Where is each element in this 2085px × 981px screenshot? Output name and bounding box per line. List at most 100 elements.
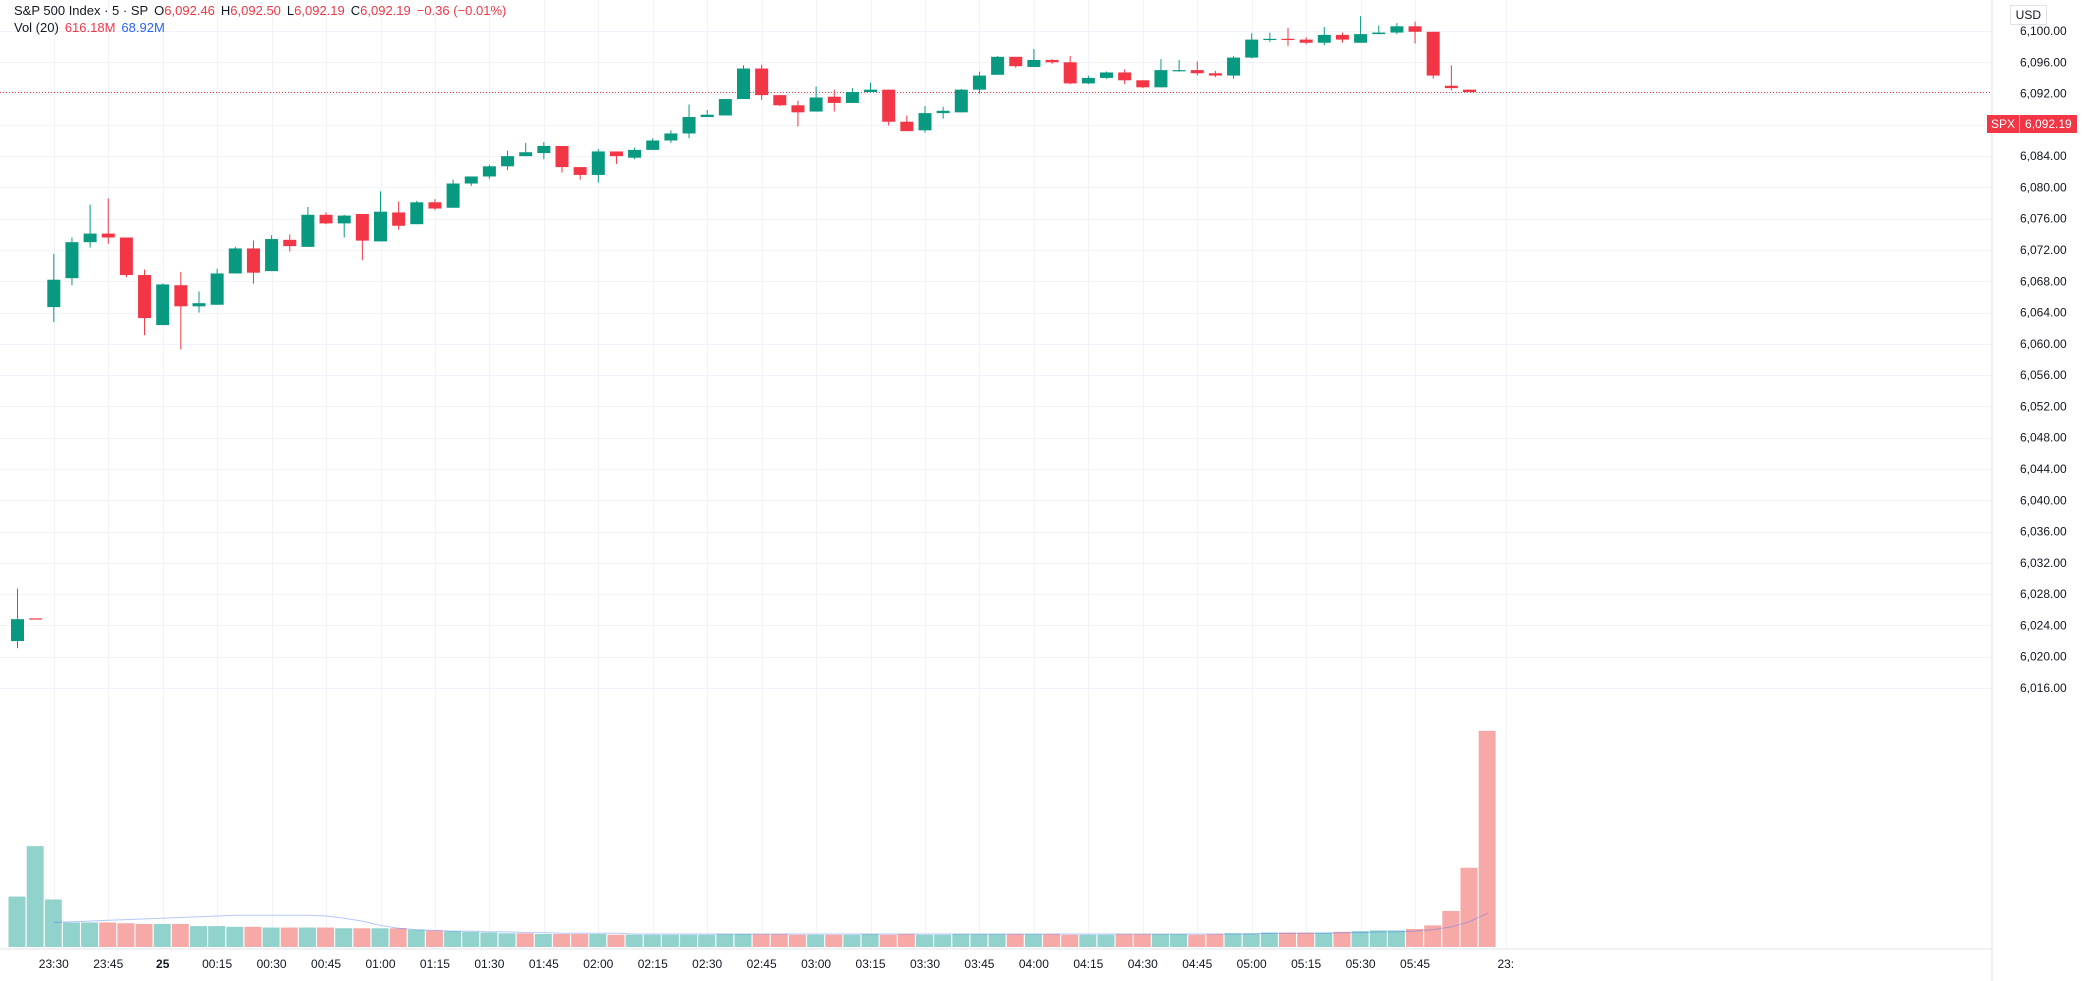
candle xyxy=(1208,70,1222,78)
candle-body xyxy=(809,97,823,112)
candle-body xyxy=(101,233,115,238)
time-tick-label: 03:00 xyxy=(801,957,831,971)
symbol-title[interactable]: S&P 500 Index · 5 · SP xyxy=(14,3,149,18)
volume-bar xyxy=(353,928,371,947)
volume-bar xyxy=(262,927,280,947)
time-tick-label: 04:15 xyxy=(1073,957,1103,971)
volume-value: 616.18M xyxy=(64,20,116,35)
candle xyxy=(138,269,152,336)
price-tick-label: 6,068.00 xyxy=(2020,274,2067,288)
time-tick-label: 02:00 xyxy=(583,957,613,971)
time-tick-label: 04:00 xyxy=(1019,957,1049,971)
candle xyxy=(700,109,714,118)
time-axis-labels: 23:30 23:45 25 00:15 00:30 00:45 01:00 01:15 01:… xyxy=(39,957,1514,971)
volume-bar xyxy=(407,929,425,947)
open-value: 6,092.46 xyxy=(164,3,215,18)
volume-bar xyxy=(1115,934,1133,947)
volume-bar xyxy=(734,934,752,947)
candle-body xyxy=(827,96,841,103)
volume-bar xyxy=(371,928,389,947)
volume-bar xyxy=(135,923,153,947)
candle-body xyxy=(428,202,442,209)
candle xyxy=(827,89,841,112)
candle xyxy=(1372,25,1386,35)
volume-label[interactable]: Vol (20) xyxy=(14,20,59,35)
time-tick-label: 02:45 xyxy=(747,957,777,971)
price-tick-label: 6,052.00 xyxy=(2020,399,2067,413)
candle xyxy=(1190,61,1204,76)
candle-body xyxy=(773,95,787,106)
price-tick-label: 6,048.00 xyxy=(2020,431,2067,445)
candle-body xyxy=(29,618,43,620)
volume-bar xyxy=(171,923,189,947)
time-tick-label: 01:15 xyxy=(420,957,450,971)
time-tick-label: 03:15 xyxy=(856,957,886,971)
volume-bar xyxy=(1297,932,1315,947)
candle xyxy=(265,235,279,272)
volume-bar xyxy=(1097,934,1115,947)
time-tick-label: 05:30 xyxy=(1346,957,1376,971)
volume-bar xyxy=(1369,930,1387,947)
candle-body xyxy=(138,275,152,319)
volume-bar xyxy=(1387,930,1405,947)
low-value: 6,092.19 xyxy=(294,3,345,18)
volume-bar xyxy=(970,934,988,947)
candle xyxy=(682,104,696,139)
candle xyxy=(301,206,315,247)
price-tick-label: 6,040.00 xyxy=(2020,493,2067,507)
candle-body xyxy=(972,75,986,90)
volume-bar xyxy=(843,934,861,947)
candle xyxy=(119,237,133,278)
candle-body xyxy=(83,233,97,243)
candle xyxy=(664,130,678,143)
volume-bar xyxy=(226,926,244,947)
volume-bar xyxy=(589,934,607,947)
candle xyxy=(1063,56,1077,85)
candle-body xyxy=(845,92,859,103)
candle xyxy=(11,588,24,649)
volume-bar xyxy=(934,934,952,947)
candle xyxy=(1245,33,1259,59)
candle xyxy=(1299,37,1313,45)
high-value: 6,092.50 xyxy=(230,3,281,18)
candle xyxy=(537,142,551,160)
candle xyxy=(628,147,642,160)
price-tick-label: 6,092.00 xyxy=(2020,87,2067,101)
volume-bar xyxy=(1061,934,1079,947)
last-price-badge: SPX 6,092.19 xyxy=(1987,115,2077,133)
volume-bar xyxy=(1260,932,1278,947)
candlesticks xyxy=(11,16,1476,649)
time-tick-label: 04:45 xyxy=(1182,957,1212,971)
candle-body xyxy=(11,619,24,642)
time-tick-label: 25 xyxy=(156,957,170,971)
time-tick-label: 01:30 xyxy=(474,957,504,971)
volume-bar xyxy=(988,934,1006,947)
candle-body xyxy=(1354,34,1368,43)
candle-body xyxy=(537,145,551,154)
candle-body xyxy=(1281,38,1295,41)
candle xyxy=(1444,65,1458,91)
time-tick-label: 01:45 xyxy=(529,957,559,971)
candle xyxy=(482,164,496,179)
candle xyxy=(1463,89,1476,93)
price-tick-label: 6,032.00 xyxy=(2020,556,2067,570)
price-tick-label: 6,076.00 xyxy=(2020,212,2067,226)
candle xyxy=(83,204,97,248)
candle-body xyxy=(737,68,750,100)
candle xyxy=(918,106,932,133)
candle-body xyxy=(991,56,1005,75)
time-tick-label: 03:45 xyxy=(964,957,994,971)
candle-body xyxy=(700,114,714,118)
candle-body xyxy=(1390,26,1404,33)
volume-bar xyxy=(480,932,498,947)
price-tick-label: 6,036.00 xyxy=(2020,525,2067,539)
candle-body xyxy=(1299,39,1313,43)
candle xyxy=(954,88,968,113)
currency-button[interactable]: USD xyxy=(2009,5,2047,25)
volume-bar xyxy=(1333,931,1351,947)
candle-body xyxy=(464,176,478,184)
candle xyxy=(192,291,206,313)
candle xyxy=(374,191,387,242)
volume-bar xyxy=(117,923,135,947)
